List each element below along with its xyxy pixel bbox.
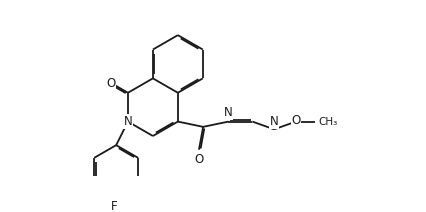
Text: CH₃: CH₃ [318, 117, 337, 127]
Text: N: N [224, 106, 233, 120]
Text: H: H [271, 117, 278, 127]
Text: F: F [111, 200, 118, 212]
Text: N: N [270, 115, 279, 128]
Text: O: O [194, 152, 204, 166]
Text: O: O [291, 114, 301, 127]
Text: O: O [106, 77, 116, 90]
Text: N: N [124, 115, 132, 128]
